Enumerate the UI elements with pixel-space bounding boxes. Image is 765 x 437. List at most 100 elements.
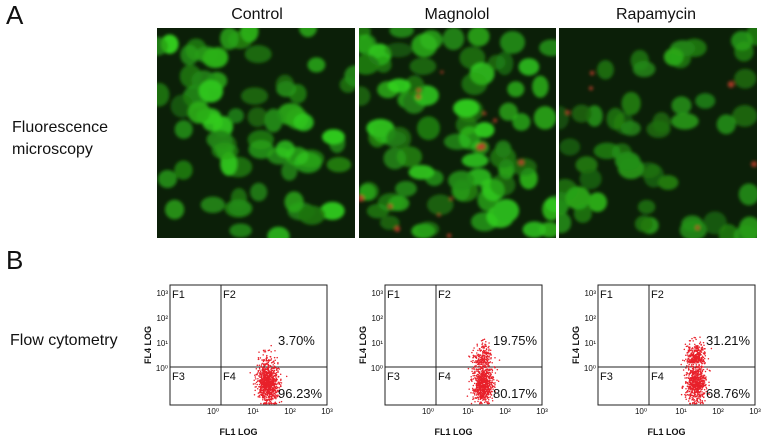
event-dot: [696, 391, 698, 394]
event-dot: [274, 390, 277, 392]
event-dot: [254, 374, 256, 377]
event-dot: [484, 396, 487, 398]
green-nucleus: [229, 223, 252, 238]
green-nucleus: [461, 72, 488, 96]
event-dot: [260, 378, 263, 380]
event-dot: [700, 358, 703, 360]
event-dot: [693, 399, 695, 402]
event-dot: [487, 386, 489, 389]
event-dot: [703, 351, 706, 353]
event-dot: [472, 378, 475, 380]
event-dot: [274, 349, 276, 352]
event-dot: [681, 387, 684, 389]
event-dot: [695, 387, 698, 390]
event-dot: [701, 391, 703, 393]
event-dot: [701, 386, 704, 389]
green-nucleus: [511, 158, 537, 176]
event-dot: [277, 367, 280, 370]
green-nucleus: [522, 221, 547, 238]
event-dot: [690, 361, 692, 363]
event-dot: [692, 365, 695, 368]
event-dot: [698, 355, 701, 357]
event-dot: [477, 394, 480, 396]
event-dot: [268, 385, 270, 387]
event-dot: [487, 364, 489, 366]
green-nucleus: [467, 28, 490, 47]
event-dot: [693, 385, 696, 387]
y-tick-label: 10⁰: [371, 364, 383, 373]
green-nucleus: [545, 195, 556, 213]
event-dot: [691, 357, 694, 359]
x-axis-title: FL1 LOG: [220, 427, 258, 437]
event-dot: [475, 361, 477, 364]
event-dot: [264, 399, 267, 402]
event-dot: [269, 384, 272, 387]
x-tick-label: 10³: [321, 407, 333, 416]
event-dot: [274, 401, 277, 404]
event-dot: [479, 380, 482, 382]
event-dot: [687, 368, 690, 370]
event-dot: [683, 348, 686, 351]
event-dot: [481, 378, 484, 380]
event-dot: [692, 362, 695, 364]
event-dot: [695, 359, 698, 362]
event-dot: [694, 343, 696, 346]
event-dot: [701, 400, 703, 402]
event-dot: [260, 373, 262, 376]
event-dot: [696, 347, 699, 350]
event-dot: [258, 364, 261, 367]
event-dot: [710, 347, 713, 350]
event-dot: [688, 389, 690, 391]
green-nucleus: [738, 183, 757, 206]
panel-b-letter: B: [6, 245, 24, 275]
y-tick-label: 10³: [156, 289, 168, 298]
event-dot: [702, 384, 705, 386]
upper-right-percentage: 3.70%: [278, 333, 315, 348]
event-dot: [260, 380, 263, 382]
green-nucleus: [359, 54, 380, 75]
event-dot: [276, 386, 279, 389]
event-dot: [488, 355, 490, 358]
green-nucleus: [299, 28, 317, 38]
event-dot: [698, 397, 700, 399]
green-nucleus: [267, 226, 290, 238]
event-dot: [265, 396, 268, 398]
event-dot: [270, 358, 273, 360]
plot-frame: [169, 284, 328, 406]
event-dot: [684, 343, 687, 346]
green-nucleus: [396, 146, 423, 168]
green-nucleus: [395, 180, 417, 197]
event-dot: [475, 374, 478, 377]
lower-right-percentage: 68.76%: [706, 386, 751, 401]
event-dot: [485, 344, 487, 346]
green-nucleus: [198, 79, 224, 103]
event-dot: [700, 375, 703, 377]
event-dot: [480, 354, 482, 357]
green-nucleus: [453, 99, 480, 118]
event-dot: [265, 371, 268, 374]
event-dot: [278, 387, 281, 389]
event-dot: [702, 396, 705, 399]
event-dot: [270, 391, 272, 394]
event-dot: [262, 354, 264, 356]
green-nucleus: [379, 215, 400, 230]
event-dot: [262, 380, 264, 383]
event-dot: [255, 378, 257, 380]
event-dot: [467, 367, 470, 370]
event-dot: [472, 357, 474, 359]
event-dot: [489, 373, 492, 375]
green-nucleus: [646, 120, 671, 138]
event-dot: [476, 368, 478, 370]
event-dot: [488, 349, 490, 352]
red-spot: [518, 159, 525, 166]
event-dot: [257, 380, 259, 382]
event-dot: [487, 373, 490, 375]
event-dot: [686, 389, 689, 392]
event-dot: [699, 336, 701, 338]
event-dot: [267, 369, 269, 371]
event-dot: [708, 393, 710, 395]
quadrant-label-f4: F4: [438, 371, 451, 383]
event-dot: [683, 360, 686, 362]
column-header-rapamycin: Rapamycin: [615, 6, 697, 23]
event-dot: [697, 372, 700, 374]
